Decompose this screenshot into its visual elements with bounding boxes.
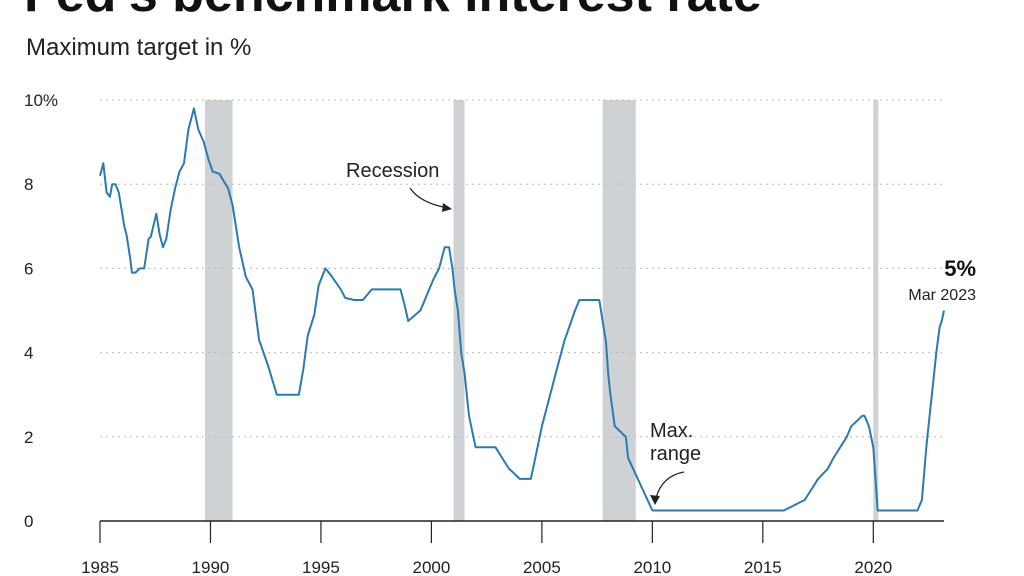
x-tick-label: 2000	[412, 558, 450, 576]
recession-band	[453, 100, 465, 521]
y-tick-label: 10%	[24, 91, 58, 110]
rate-series-line	[99, 107, 945, 512]
x-tick-label: 2005	[523, 558, 561, 576]
y-tick-label: 8	[24, 175, 33, 194]
recession-band	[602, 100, 636, 521]
recession-arrow	[409, 187, 449, 209]
chart-title: Fed's benchmark interest rate	[24, 0, 762, 24]
x-axis	[99, 520, 944, 543]
y-tick-label: 4	[24, 344, 33, 363]
annotations: Recession Max. range 5% Mar 2023	[346, 160, 976, 505]
x-tick-label: 1990	[192, 558, 230, 576]
y-tick-label: 2	[24, 428, 33, 447]
recession-label: Recession	[346, 160, 439, 182]
gridlines	[100, 99, 944, 438]
end-value-label: 5%	[944, 256, 976, 281]
recession-bands	[204, 100, 879, 521]
recession-band	[204, 100, 233, 521]
chart-subtitle: Maximum target in %	[26, 34, 252, 61]
max-range-label-line2: range	[650, 443, 701, 465]
max-range-label-line1: Max.	[650, 420, 693, 442]
x-tick-label: 2015	[744, 558, 782, 576]
recession-arrowhead	[442, 203, 452, 212]
y-tick-label: 0	[24, 512, 33, 531]
x-tick-label: 1995	[302, 558, 340, 576]
max-range-arrow	[655, 471, 685, 499]
max-range-arrowhead	[650, 495, 660, 505]
y-tick-labels: 0 2 4 6 8 10%	[24, 91, 58, 531]
y-tick-label: 6	[24, 259, 33, 278]
x-tick-label: 1985	[81, 558, 119, 576]
end-date-label: Mar 2023	[908, 287, 976, 304]
x-tick-label: 2010	[633, 558, 671, 576]
x-tick-labels: 1985 1990 1995 2000 2005 2010 2015 2020	[81, 558, 892, 576]
x-tick-label: 2020	[854, 558, 892, 576]
recession-band	[873, 100, 879, 521]
